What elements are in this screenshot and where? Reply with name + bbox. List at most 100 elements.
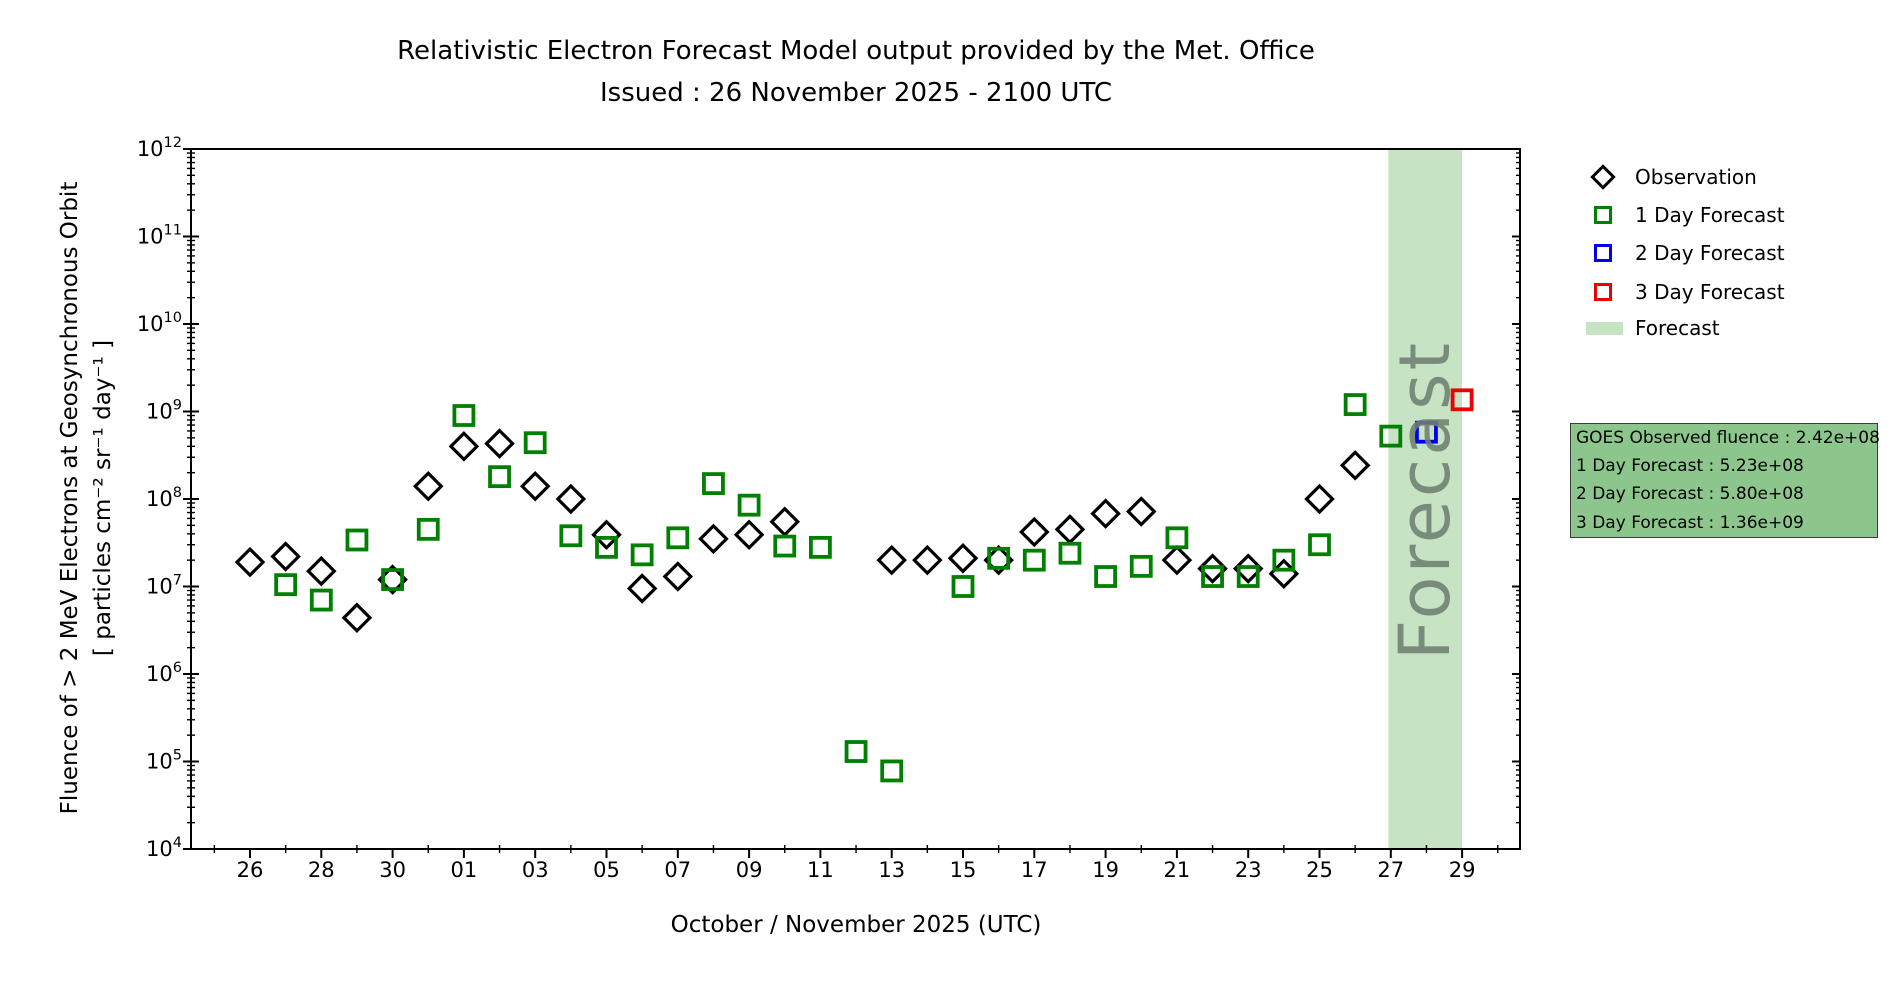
1-day-forecast-point: [523, 431, 547, 455]
observation-point: [234, 546, 266, 578]
y-axis-label: Fluence of > 2 MeV Electrons at Geosynch…: [54, 48, 122, 948]
1-day-forecast-point: [274, 573, 298, 597]
1-day-forecast-point: [416, 517, 440, 541]
observation-point: [341, 602, 373, 633]
1-day-forecast-point: [309, 588, 333, 612]
x-tick-label: 26: [237, 858, 264, 882]
observation-point: [412, 470, 444, 502]
forecast-2day-square-icon: [1594, 244, 1612, 262]
1-day-forecast-point: [1165, 526, 1189, 550]
1-day-forecast-point: [1308, 533, 1331, 557]
legend-item-observation: Observation: [1586, 160, 1757, 194]
observation-point: [733, 519, 765, 551]
forecast-3day-square-icon: [1594, 283, 1612, 301]
forecast-band: [1388, 149, 1463, 849]
1-day-forecast-point: [773, 534, 797, 558]
y-tick-label: 108: [146, 485, 182, 511]
observation-point: [1197, 553, 1228, 584]
1-day-forecast-point: [844, 740, 868, 763]
1-day-forecast-point: [345, 528, 369, 552]
1-day-forecast-point: [1022, 548, 1046, 572]
observation-point: [555, 483, 587, 515]
1-day-forecast-point: [880, 759, 904, 783]
1-day-forecast-point: [1201, 565, 1224, 588]
1-day-forecast-point: [987, 546, 1011, 570]
x-tick-label: 01: [451, 858, 478, 882]
x-tick-label: 21: [1164, 858, 1191, 882]
1-day-forecast-point: [630, 543, 654, 567]
x-tick-label: 09: [736, 858, 763, 882]
y-tick-label: 104: [146, 835, 182, 861]
observation-point: [769, 506, 801, 537]
chart-subtitle-issued: Issued : 26 November 2025 - 2100 UTC: [600, 78, 1112, 108]
legend-label: Observation: [1635, 165, 1757, 189]
observation-point: [448, 431, 480, 462]
y-tick-label: 109: [146, 398, 182, 424]
1-day-forecast-point: [1272, 548, 1296, 572]
1-day-forecast-point: [559, 524, 583, 548]
goes-observed-fluence: GOES Observed fluence : 2.42e+08: [1576, 428, 1880, 448]
observation-point: [626, 573, 658, 604]
forecast-values-box: GOES Observed fluence : 2.42e+08 1 Day F…: [1570, 423, 1880, 538]
forecast-value-3day: 3 Day Forecast : 1.36e+09: [1576, 512, 1804, 533]
y-tick-label: 105: [146, 748, 182, 774]
legend-label: 2 Day Forecast: [1635, 241, 1785, 265]
x-tick-label: 05: [593, 858, 620, 882]
2-day-forecast-point: [1415, 420, 1438, 444]
x-tick-label: 25: [1306, 858, 1333, 882]
x-tick-label: 07: [664, 858, 691, 882]
x-tick-label: 11: [807, 858, 834, 882]
observation-point: [270, 541, 301, 572]
1-day-forecast-point: [951, 575, 975, 598]
observation-point: [484, 428, 515, 459]
observation-diamond-icon: [1590, 164, 1616, 190]
observation-point: [912, 544, 943, 576]
observation-point: [662, 561, 694, 592]
x-tick-label: 28: [308, 858, 335, 882]
observation-point: [1161, 544, 1193, 576]
y-axis-label-line1: Fluence of > 2 MeV Electrons at Geosynch…: [57, 181, 83, 815]
1-day-forecast-point: [666, 526, 690, 550]
1-day-forecast-point: [1379, 424, 1403, 448]
chart-title: Relativistic Electron Forecast Model out…: [397, 36, 1315, 66]
1-day-forecast-point: [1236, 565, 1260, 588]
1-day-forecast-point: [1094, 565, 1117, 588]
x-tick-label: 30: [379, 858, 406, 882]
3-day-forecast-point: [1450, 388, 1474, 412]
x-tick-label: 29: [1449, 858, 1476, 882]
y-tick-label: 1012: [137, 135, 182, 161]
observation-point: [519, 470, 551, 502]
observation-point: [1090, 498, 1121, 529]
legend-item-1day-forecast: 1 Day Forecast: [1586, 198, 1785, 232]
1-day-forecast-point: [452, 404, 476, 427]
x-tick-label: 13: [878, 858, 905, 882]
observation-point: [591, 519, 622, 551]
plot-frame: [190, 148, 1521, 850]
y-tick-label: 106: [146, 660, 182, 686]
forecast-band-patch-icon: [1586, 321, 1623, 335]
forecast-value-1day: 1 Day Forecast : 5.23e+08: [1576, 456, 1804, 477]
x-tick-label: 27: [1377, 858, 1404, 882]
observation-point: [1339, 450, 1371, 481]
x-tick-label: 03: [522, 858, 549, 882]
1-day-forecast-point: [1058, 541, 1082, 565]
observation-point: [947, 543, 979, 574]
observation-point: [1019, 516, 1050, 548]
x-tick-label: 15: [950, 858, 977, 882]
legend-item-3day-forecast: 3 Day Forecast: [1586, 275, 1785, 309]
y-axis-label-units: [ particles cm⁻² sr⁻¹ day⁻¹ ]: [90, 339, 116, 657]
forecast-value-2day: 2 Day Forecast : 5.80e+08: [1576, 484, 1804, 505]
legend-label: 3 Day Forecast: [1635, 280, 1785, 304]
legend-label: 1 Day Forecast: [1635, 203, 1785, 227]
x-tick-label: 17: [1021, 858, 1048, 882]
1-day-forecast-point: [809, 535, 832, 559]
1-day-forecast-point: [702, 472, 725, 495]
observation-point: [306, 555, 337, 587]
observation-point: [876, 544, 907, 576]
x-tick-label: 23: [1235, 858, 1262, 882]
observation-point: [1125, 496, 1157, 527]
1-day-forecast-point: [737, 493, 761, 517]
x-tick-label: 19: [1092, 858, 1119, 882]
forecast-1day-square-icon: [1594, 206, 1612, 224]
y-tick-label: 107: [146, 573, 182, 599]
